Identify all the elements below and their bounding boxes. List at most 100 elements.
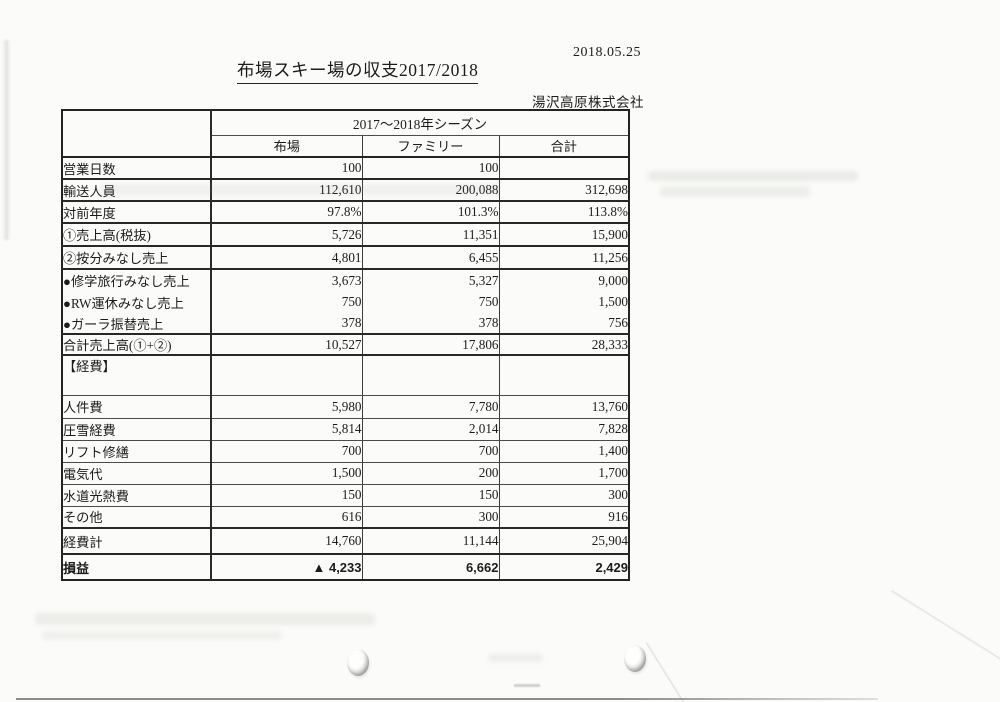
cell-value: 10,527 xyxy=(210,334,362,356)
cell-value xyxy=(498,355,630,396)
row-label: ●RW運休みなし売上 xyxy=(62,291,212,313)
document-date: 2018.05.25 xyxy=(573,45,641,60)
table-row: 【経費】 xyxy=(62,355,630,396)
table-row: リフト修繕 700 700 1,400 xyxy=(62,440,630,463)
table-row: 営業日数 100 100 xyxy=(62,157,630,180)
cell-value: 616 xyxy=(210,506,362,529)
table-body: 営業日数 100 100 輸送人員 112,610 200,088 312,698 対前年度 9… xyxy=(62,157,630,580)
bleedthrough-smudge xyxy=(488,654,543,662)
document-title: 布場スキー場の収支2017/2018 xyxy=(237,57,479,84)
row-label: 輸送人員 xyxy=(62,179,212,202)
cell-value: ▲ 4,233 xyxy=(210,554,362,580)
table-row: 圧雪経費 5,814 2,014 7,828 xyxy=(62,418,630,441)
cell-value: 9,000 xyxy=(498,269,630,291)
cell-value: 7,780 xyxy=(361,395,499,419)
table-row: 輸送人員 112,610 200,088 312,698 xyxy=(62,179,630,202)
cell-value: 15,900 xyxy=(498,223,630,247)
row-label: ●修学旅行みなし売上 xyxy=(62,269,212,291)
cell-value: 6,455 xyxy=(361,246,499,270)
row-label: 営業日数 xyxy=(62,157,212,180)
bleedthrough-smudge xyxy=(42,631,282,640)
cell-value: 300 xyxy=(498,484,630,507)
cell-value: 100 xyxy=(361,157,499,180)
cell-value: 2,429 xyxy=(498,554,630,580)
cell-value: 4,801 xyxy=(210,246,362,270)
table-row: 合計売上高(①+②) 10,527 17,806 28,333 xyxy=(62,334,630,356)
cell-value: 100 xyxy=(210,157,362,180)
cell-value: 378 xyxy=(361,313,499,335)
row-label: 水道光熱費 xyxy=(62,484,212,507)
paper-crease xyxy=(891,590,1000,671)
cell-value: 916 xyxy=(498,506,630,529)
cell-value: 101.3% xyxy=(361,201,499,224)
cell-value: 700 xyxy=(361,440,499,463)
row-label: 人件費 xyxy=(62,395,212,419)
company-name: 湯沢高原株式会社 xyxy=(532,95,644,110)
cell-value xyxy=(361,355,499,396)
column-header-nunoba: 布場 xyxy=(211,135,362,158)
cell-value: 5,327 xyxy=(361,269,499,291)
cell-value: 312,698 xyxy=(498,179,630,202)
row-label: リフト修繕 xyxy=(62,440,212,463)
bleedthrough-smudge xyxy=(660,186,810,197)
table-row: ●ガーラ振替売上 378 378 756 xyxy=(62,313,630,335)
bleedthrough-smudge xyxy=(35,613,375,625)
table-row: 対前年度 97.8% 101.3% 113.8% xyxy=(62,201,630,224)
cell-value: 6,662 xyxy=(361,554,499,580)
table-row: その他 616 300 916 xyxy=(62,506,630,529)
table-row: ①売上高(税抜) 5,726 11,351 15,900 xyxy=(62,223,630,247)
cell-value: 700 xyxy=(210,440,362,463)
row-label: その他 xyxy=(62,506,212,529)
corner-cell xyxy=(62,110,212,158)
cell-value: 1,700 xyxy=(498,462,630,485)
column-header-row: 布場 ファミリー 合計 xyxy=(62,135,630,158)
cell-value: 750 xyxy=(210,291,362,313)
table-row: 水道光熱費 150 150 300 xyxy=(62,484,630,507)
table-row: ②按分みなし売上 4,801 6,455 11,256 xyxy=(62,246,630,270)
row-label: 損益 xyxy=(62,554,212,580)
cell-value: 300 xyxy=(361,506,499,529)
table-row: ●修学旅行みなし売上 3,673 5,327 9,000 xyxy=(62,269,630,291)
hole-punch-right xyxy=(624,645,646,672)
cell-value: 5,814 xyxy=(210,418,362,441)
cell-value: 25,904 xyxy=(498,528,630,555)
cell-value: 14,760 xyxy=(210,528,362,555)
row-label: ①売上高(税抜) xyxy=(62,223,212,247)
table-row: 損益 ▲ 4,233 6,662 2,429 xyxy=(62,554,630,580)
cell-value: 11,256 xyxy=(498,246,630,270)
row-label: 【経費】 xyxy=(62,355,212,396)
row-label: 経費計 xyxy=(62,528,212,555)
row-label: ②按分みなし売上 xyxy=(62,246,212,270)
scan-edge-streak xyxy=(5,40,8,240)
row-label: 電気代 xyxy=(62,462,212,485)
table-row: 電気代 1,500 200 1,700 xyxy=(62,462,630,485)
income-statement-table: 2017～2018年シーズン 布場 ファミリー 合計 営業日数 100 100 輸送人… xyxy=(61,109,631,581)
cell-value: 13,760 xyxy=(498,395,630,419)
row-label: 合計売上高(①+②) xyxy=(62,334,212,356)
season-header-row: 2017～2018年シーズン xyxy=(62,110,630,158)
row-label: 対前年度 xyxy=(62,201,212,224)
cell-value: 5,980 xyxy=(210,395,362,419)
cell-value: 11,144 xyxy=(361,528,499,555)
table-row: 経費計 14,760 11,144 25,904 xyxy=(62,528,630,555)
cell-value: 756 xyxy=(498,313,630,335)
cell-value: 150 xyxy=(210,484,362,507)
cell-value: 113.8% xyxy=(498,201,630,224)
cell-value: 1,400 xyxy=(498,440,630,463)
hole-punch-left xyxy=(347,649,369,676)
cell-value: 150 xyxy=(361,484,499,507)
column-header-total: 合計 xyxy=(498,135,630,158)
cell-value: 112,610 xyxy=(210,179,362,202)
scan-bottom-edge xyxy=(16,698,878,700)
column-header-family: ファミリー xyxy=(361,135,499,158)
table-row: 人件費 5,980 7,780 13,760 xyxy=(62,395,630,419)
table-row: ●RW運休みなし売上 750 750 1,500 xyxy=(62,291,630,313)
cell-value: 11,351 xyxy=(361,223,499,247)
faint-mark xyxy=(514,684,540,687)
row-label: 圧雪経費 xyxy=(62,418,212,441)
cell-value: 1,500 xyxy=(210,462,362,485)
cell-value: 200 xyxy=(361,462,499,485)
season-header: 2017～2018年シーズン xyxy=(211,110,630,136)
cell-value xyxy=(498,157,630,180)
